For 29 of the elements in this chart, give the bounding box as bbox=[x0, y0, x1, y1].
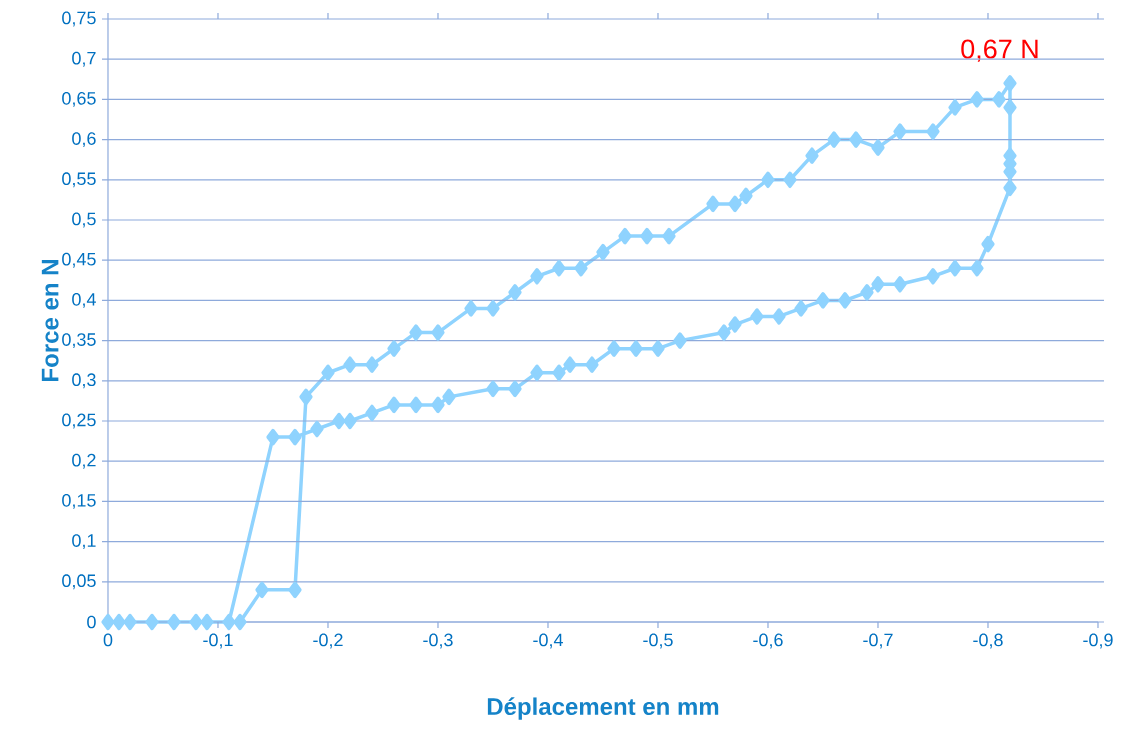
x-tick-label: -0,9 bbox=[1083, 633, 1113, 649]
y-tick-label: 0,65 bbox=[62, 91, 96, 107]
x-tick-label: -0,7 bbox=[863, 633, 893, 649]
x-tick-label: -0,1 bbox=[203, 633, 233, 649]
y-tick-label: 0,55 bbox=[62, 172, 96, 188]
y-axis-title: Force en N bbox=[41, 260, 59, 381]
y-tick-label: 0,35 bbox=[62, 333, 96, 349]
y-tick-label: 0,05 bbox=[62, 574, 96, 590]
y-tick-label: 0,3 bbox=[72, 373, 96, 389]
x-tick-label: -0,3 bbox=[423, 633, 453, 649]
y-tick-label: 0,45 bbox=[62, 252, 96, 268]
x-tick-label: -0,5 bbox=[643, 633, 673, 649]
x-tick-label: 0 bbox=[103, 633, 113, 647]
y-tick-label: 0 bbox=[87, 615, 96, 629]
y-tick-label: 0,6 bbox=[72, 132, 96, 148]
y-tick-label: 0,75 bbox=[62, 11, 96, 27]
y-tick-label: 0,1 bbox=[72, 534, 96, 550]
y-tick-label: 0,4 bbox=[72, 292, 96, 308]
x-tick-label: -0,8 bbox=[973, 633, 1003, 649]
x-tick-label: -0,6 bbox=[753, 633, 783, 649]
y-tick-label: 0,2 bbox=[72, 453, 96, 469]
x-axis-title: Déplacement en mm bbox=[487, 697, 719, 720]
x-tick-label: -0,4 bbox=[533, 633, 563, 649]
y-tick-label: 0,25 bbox=[62, 413, 96, 429]
y-tick-label: 0,7 bbox=[72, 51, 96, 67]
x-tick-label: -0,2 bbox=[313, 633, 343, 649]
annotation: 0,67 N bbox=[961, 39, 1038, 62]
y-tick-label: 0,5 bbox=[72, 212, 96, 228]
y-tick-label: 0,15 bbox=[62, 493, 96, 509]
